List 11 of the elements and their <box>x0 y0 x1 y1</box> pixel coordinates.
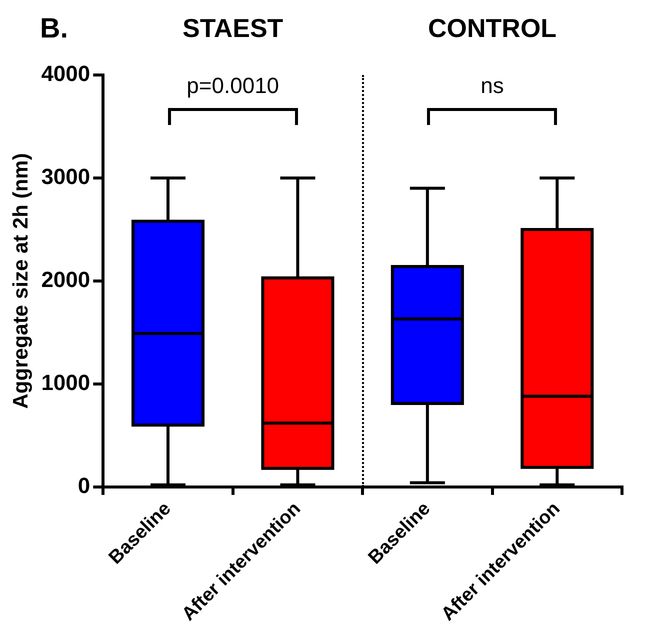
y-tick-label: 0 <box>78 472 90 498</box>
y-axis-title: Aggregate size at 2h (nm) <box>9 153 32 409</box>
chart-title: B. <box>40 12 68 44</box>
annotation: p=0.0010 <box>186 73 280 98</box>
annotation: ns <box>480 73 504 98</box>
y-tick-label: 1000 <box>41 370 90 395</box>
y-tick-label: 4000 <box>41 61 90 86</box>
y-tick-label: 3000 <box>41 164 90 190</box>
y-tick-label: 2000 <box>41 267 90 292</box>
text: STAEST <box>182 13 284 44</box>
text: CONTROL <box>428 13 557 44</box>
